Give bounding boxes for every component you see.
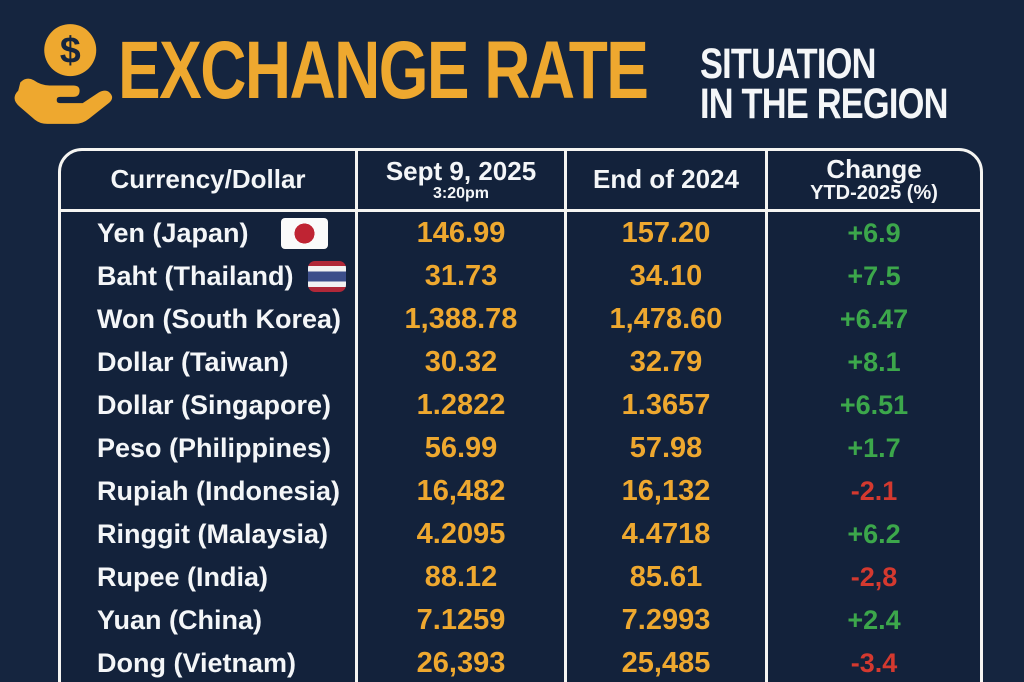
page-subtitle: SITUATION IN THE REGION xyxy=(700,40,948,129)
exchange-rate-table: Currency/Dollar Sept 9, 2025 3:20pm End … xyxy=(58,148,983,682)
table-row: Yuan (China) 7.1259 7.2993 +2.4 xyxy=(61,599,980,642)
japan-flag-icon xyxy=(280,218,328,249)
column-header-end2024: End of 2024 xyxy=(567,151,768,209)
rate-sept9-cell: 26,393 xyxy=(358,642,567,682)
column-header-currency: Currency/Dollar xyxy=(61,151,358,209)
column-header-change: Change YTD-2025 (%) xyxy=(768,151,980,209)
rate-end2024-cell: 25,485 xyxy=(567,642,768,682)
table-row: Rupee (India) 88.12 85.61 -2,8 xyxy=(61,556,980,599)
currency-cell: Baht (Thailand) xyxy=(61,255,358,298)
rate-sept9-cell: 146.99 xyxy=(358,212,567,255)
rate-sept9-cell: 31.73 xyxy=(358,255,567,298)
table-row: Yen (Japan) 146.99 157.20 +6.9 xyxy=(61,212,980,255)
rate-end2024-cell: 4.4718 xyxy=(567,513,768,556)
table-row: Won (South Korea) 1,388.78 1,478.60 +6.47 xyxy=(61,298,980,341)
currency-label: Won (South Korea) xyxy=(97,304,341,334)
rate-end2024-cell: 16,132 xyxy=(567,470,768,513)
currency-label: Peso (Philippines) xyxy=(97,433,332,463)
change-ytd-cell: -2,8 xyxy=(850,562,898,592)
change-ytd-cell: +6.9 xyxy=(847,218,901,248)
column-header-sept9-time: 3:20pm xyxy=(432,185,490,203)
svg-text:$: $ xyxy=(60,29,81,71)
column-header-change-sublabel: YTD-2025 (%) xyxy=(810,182,938,205)
currency-cell: Yen (Japan) xyxy=(61,212,358,255)
table-header: Currency/Dollar Sept 9, 2025 3:20pm End … xyxy=(61,151,980,212)
rate-sept9-cell: 1.2822 xyxy=(358,384,567,427)
table-body: Yen (Japan) 146.99 157.20 +6.9 Baht (Thailan… xyxy=(61,212,980,682)
currency-cell: Dollar (Taiwan) xyxy=(61,341,358,384)
column-header-currency-label: Currency/Dollar xyxy=(110,164,306,195)
rate-end2024-cell: 32.79 xyxy=(567,341,768,384)
rate-end2024-cell: 85.61 xyxy=(567,556,768,599)
column-header-sept9: Sept 9, 2025 3:20pm xyxy=(358,151,567,209)
currency-cell: Rupee (India) xyxy=(61,556,358,599)
table-row: Dollar (Singapore) 1.2822 1.3657 +6.51 xyxy=(61,384,980,427)
change-ytd-cell: +6.2 xyxy=(847,519,901,549)
currency-cell: Ringgit (Malaysia) xyxy=(61,513,358,556)
table-row: Peso (Philippines) 56.99 57.98 +1.7 xyxy=(61,427,980,470)
currency-cell: Dong (Vietnam) xyxy=(61,642,358,682)
page-title: EXCHANGE RATE xyxy=(118,25,649,116)
rate-end2024-cell: 1,478.60 xyxy=(567,298,768,341)
currency-label: Yuan (China) xyxy=(97,605,263,635)
currency-label: Baht (Thailand) xyxy=(97,261,294,291)
change-ytd-cell: -3.4 xyxy=(850,648,898,678)
currency-label: Rupiah (Indonesia) xyxy=(97,476,340,506)
thailand-flag-icon xyxy=(307,261,346,292)
rate-sept9-cell: 7.1259 xyxy=(358,599,567,642)
rate-sept9-cell: 4.2095 xyxy=(358,513,567,556)
change-ytd-cell: -2.1 xyxy=(850,476,898,506)
rate-end2024-cell: 157.20 xyxy=(567,212,768,255)
rate-sept9-cell: 56.99 xyxy=(358,427,567,470)
page-subtitle-line1: SITUATION xyxy=(700,40,876,88)
rate-sept9-cell: 30.32 xyxy=(358,341,567,384)
currency-label: Yen (Japan) xyxy=(97,218,249,248)
table-row: Baht (Thailand) 31.73 34.10 +7.5 xyxy=(61,255,980,298)
rate-end2024-cell: 57.98 xyxy=(567,427,768,470)
change-ytd-cell: +8.1 xyxy=(847,347,901,377)
rate-sept9-cell: 88.12 xyxy=(358,556,567,599)
column-header-change-label: Change xyxy=(826,153,922,184)
table-row: Rupiah (Indonesia) 16,482 16,132 -2.1 xyxy=(61,470,980,513)
change-ytd-cell: +1.7 xyxy=(847,433,901,463)
change-ytd-cell: +6.51 xyxy=(839,390,909,420)
currency-label: Dong (Vietnam) xyxy=(97,648,297,678)
rate-end2024-cell: 1.3657 xyxy=(567,384,768,427)
currency-cell: Won (South Korea) xyxy=(61,298,358,341)
header-banner: $ EXCHANGE RATE SITUATION IN THE REGION xyxy=(0,0,1024,148)
rate-end2024-cell: 34.10 xyxy=(567,255,768,298)
rate-end2024-cell: 7.2993 xyxy=(567,599,768,642)
rate-sept9-cell: 16,482 xyxy=(358,470,567,513)
currency-cell: Yuan (China) xyxy=(61,599,358,642)
currency-label: Rupee (India) xyxy=(97,562,269,592)
table-row: Dollar (Taiwan) 30.32 32.79 +8.1 xyxy=(61,341,980,384)
hand-coin-dollar-icon: $ xyxy=(14,24,113,124)
table-row: Ringgit (Malaysia) 4.2095 4.4718 +6.2 xyxy=(61,513,980,556)
currency-label: Dollar (Singapore) xyxy=(97,390,332,420)
page-subtitle-line2: IN THE REGION xyxy=(700,80,948,129)
change-ytd-cell: +7.5 xyxy=(847,261,901,291)
currency-label: Dollar (Taiwan) xyxy=(97,347,289,377)
currency-cell: Peso (Philippines) xyxy=(61,427,358,470)
table-row: Dong (Vietnam) 26,393 25,485 -3.4 xyxy=(61,642,980,682)
change-ytd-cell: +2.4 xyxy=(847,605,901,635)
column-header-end2024-label: End of 2024 xyxy=(593,164,739,195)
currency-cell: Rupiah (Indonesia) xyxy=(61,470,358,513)
change-ytd-cell: +6.47 xyxy=(839,304,909,334)
column-header-sept9-date: Sept 9, 2025 xyxy=(385,155,537,186)
rate-sept9-cell: 1,388.78 xyxy=(358,298,567,341)
currency-cell: Dollar (Singapore) xyxy=(61,384,358,427)
currency-label: Ringgit (Malaysia) xyxy=(97,519,329,549)
